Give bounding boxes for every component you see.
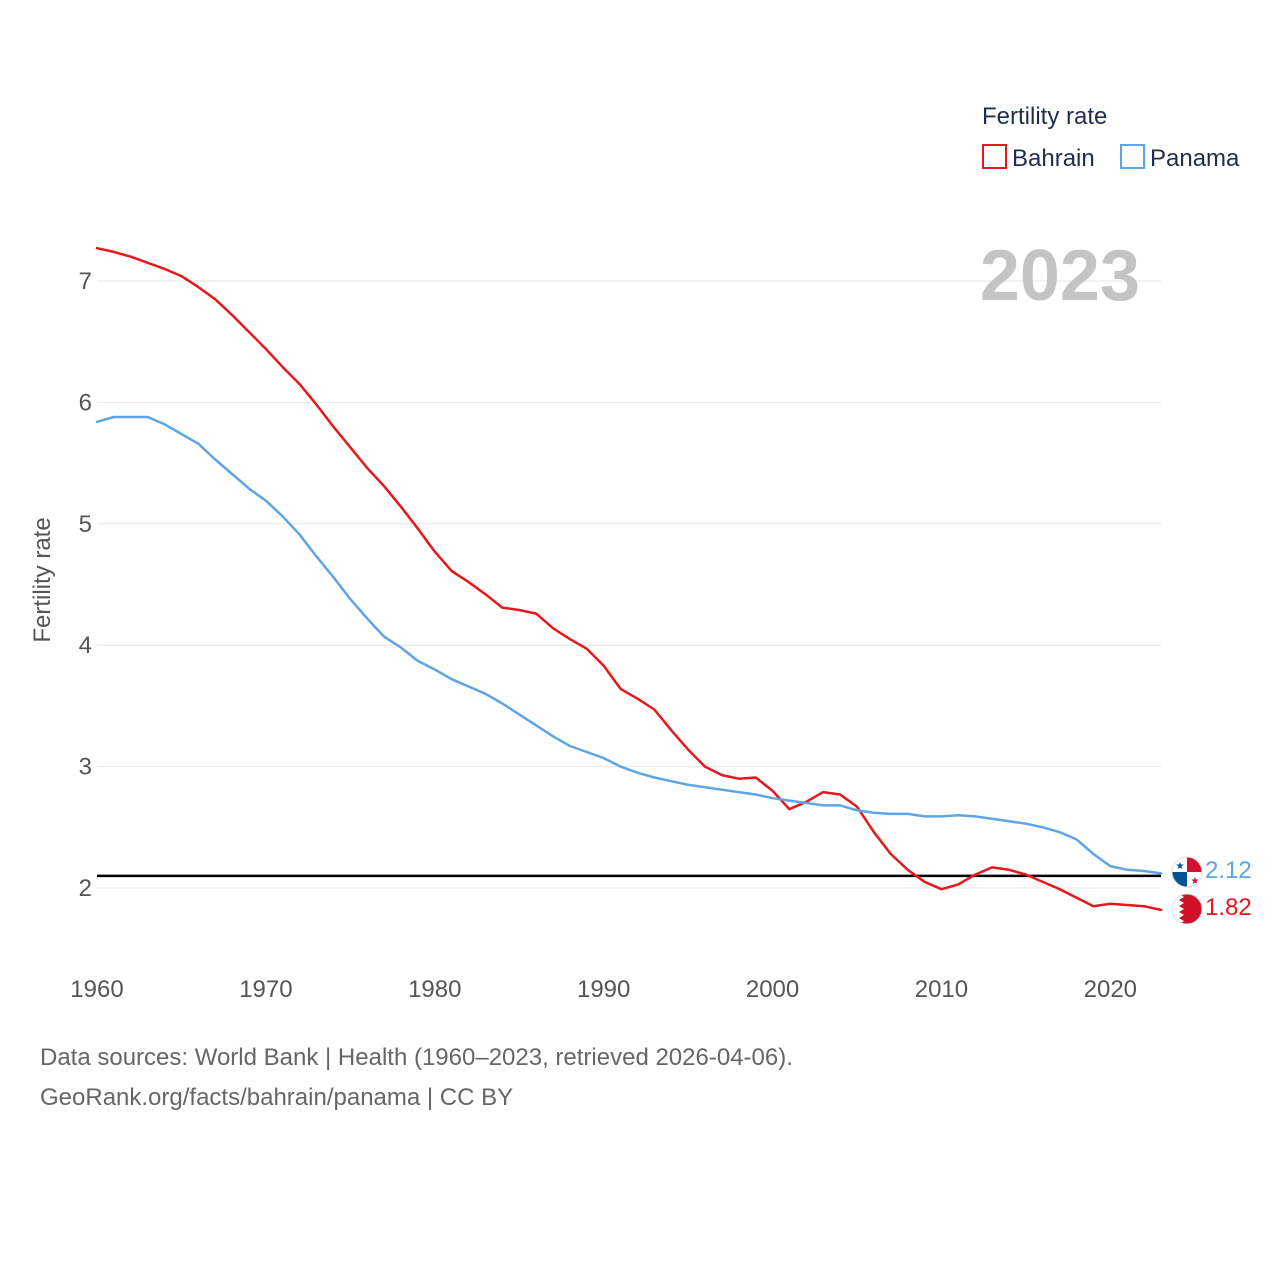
legend-label-bahrain[interactable]: Bahrain (1012, 145, 1095, 172)
x-tick-label: 1970 (239, 976, 292, 1003)
y-tick-label: 3 (79, 754, 92, 781)
x-tick-label: 2000 (746, 976, 799, 1003)
x-tick-label: 2020 (1084, 976, 1137, 1003)
grid-layer (97, 280, 1161, 889)
x-tick-label: 1980 (408, 976, 461, 1003)
end-markers: ★ ★ 2.12 1.82 (1171, 856, 1252, 925)
bahrain-flag-icon (1171, 893, 1203, 925)
bahrain-end-label: 1.82 (1205, 894, 1252, 921)
legend-swatch-bahrain[interactable] (982, 144, 1007, 169)
y-tick-label: 4 (79, 632, 92, 659)
legend-title: Fertility rate (982, 103, 1107, 130)
footer-sources: Data sources: World Bank | Health (1960–… (40, 1044, 793, 1071)
legend-swatch-panama[interactable] (1120, 144, 1145, 169)
svg-text:★: ★ (1191, 876, 1200, 887)
x-tick-label: 1960 (70, 976, 123, 1003)
svg-text:★: ★ (1176, 861, 1185, 872)
y-axis-title: Fertility rate (29, 517, 56, 642)
y-tick-label: 7 (79, 268, 92, 295)
y-tick-label: 2 (79, 875, 92, 902)
panama-end-label: 2.12 (1205, 857, 1252, 884)
series-layer (95, 246, 1163, 912)
axis-layer: 2 3 4 5 6 7 1960 1970 1980 1990 2000 2010 2020 (70, 268, 1137, 1003)
year-label: 2023 (980, 236, 1140, 316)
series-line-panama[interactable] (95, 415, 1163, 875)
legend-label-panama[interactable]: Panama (1150, 145, 1240, 172)
footer-attribution[interactable]: GeoRank.org/facts/bahrain/panama | CC BY (40, 1084, 514, 1111)
series-line-bahrain[interactable] (95, 246, 1163, 912)
x-tick-label: 2010 (915, 976, 968, 1003)
legend: Fertility rate Bahrain Panama (982, 103, 1240, 172)
panama-flag-icon: ★ ★ (1171, 856, 1203, 888)
y-tick-label: 6 (79, 389, 92, 416)
y-tick-label: 5 (79, 511, 92, 538)
x-tick-label: 1990 (577, 976, 630, 1003)
